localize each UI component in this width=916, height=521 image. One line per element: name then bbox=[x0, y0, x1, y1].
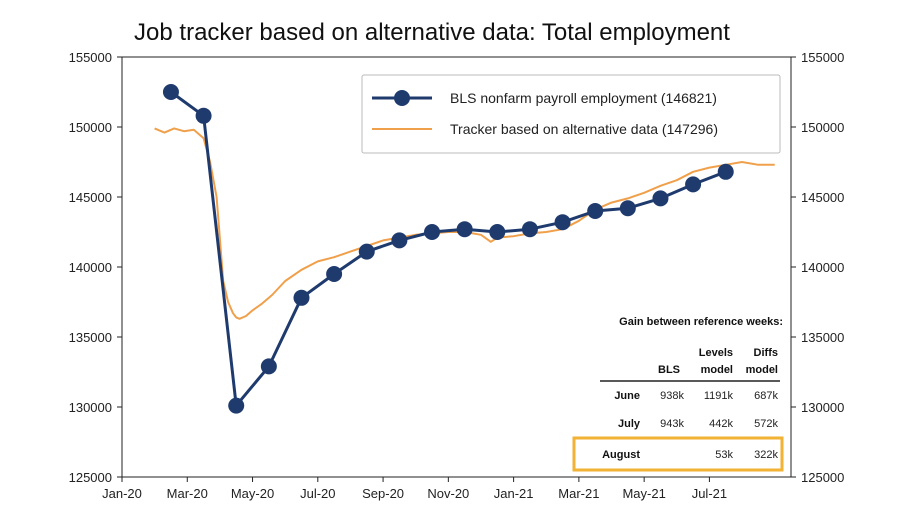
y-tick-label-left-3: 140000 bbox=[69, 260, 112, 275]
bls-point-1 bbox=[195, 107, 212, 124]
bls-point-2 bbox=[228, 397, 245, 414]
col-head-levels-1: Levels bbox=[699, 347, 733, 359]
legend-box bbox=[361, 74, 781, 154]
x-tick-label-7: Mar-21 bbox=[558, 486, 599, 501]
bls-point-16 bbox=[685, 176, 702, 193]
bls-point-3 bbox=[260, 358, 277, 375]
x-tick-label-0: Jan-20 bbox=[102, 486, 142, 501]
y-tick-label-left-6: 155000 bbox=[69, 50, 112, 65]
bls-point-7 bbox=[391, 232, 408, 249]
legend-tracker-label: Tracker based on alternative data (14729… bbox=[450, 121, 718, 137]
bls-point-10 bbox=[489, 224, 506, 240]
row-june-label: June bbox=[614, 390, 640, 402]
row-june-levels: 1191k bbox=[704, 390, 734, 402]
col-head-diffs-1: Diffs bbox=[754, 347, 778, 359]
x-tick-label-9: Jul-21 bbox=[692, 486, 727, 501]
y-tick-label-right-2: 135000 bbox=[801, 330, 844, 345]
x-tick-label-2: May-20 bbox=[231, 486, 274, 501]
row-june-diffs: 687k bbox=[754, 390, 778, 402]
y-tick-label-right-3: 140000 bbox=[801, 260, 844, 275]
bls-point-4 bbox=[293, 289, 310, 306]
bls-point-13 bbox=[587, 203, 604, 219]
bls-point-0 bbox=[162, 84, 179, 100]
x-tick-label-1: Mar-20 bbox=[167, 486, 208, 501]
gain-table: Gain between reference weeks: BLS Levels… bbox=[572, 316, 784, 472]
col-head-levels-2: model bbox=[701, 364, 733, 376]
y-tick-label-left-4: 145000 bbox=[69, 190, 112, 205]
tracker-series-line bbox=[154, 127, 775, 320]
y-tick-label-right-1: 130000 bbox=[801, 400, 844, 415]
bls-point-15 bbox=[652, 190, 669, 207]
gain-table-title: Gain between reference weeks: bbox=[619, 316, 783, 328]
row-august-label: August bbox=[602, 449, 640, 461]
bls-point-6 bbox=[358, 243, 375, 260]
y-tick-label-right-4: 145000 bbox=[801, 190, 844, 205]
y-tick-label-right-5: 150000 bbox=[801, 120, 844, 135]
y-tick-label-left-5: 150000 bbox=[69, 120, 112, 135]
legend-bls-marker bbox=[394, 90, 410, 106]
x-tick-label-8: May-21 bbox=[622, 486, 665, 501]
x-tick-label-6: Jan-21 bbox=[494, 486, 534, 501]
x-tick-label-3: Jul-20 bbox=[300, 486, 335, 501]
legend: BLS nonfarm payroll employment (146821) … bbox=[361, 74, 781, 154]
col-head-diffs-2: model bbox=[746, 364, 778, 376]
bls-point-5 bbox=[326, 266, 343, 282]
y-tick-label-left-1: 130000 bbox=[69, 400, 112, 415]
y-tick-label-left-0: 125000 bbox=[69, 470, 112, 485]
row-august-levels: 53k bbox=[715, 449, 733, 461]
x-tick-label-5: Nov-20 bbox=[427, 486, 469, 501]
chart-title: Job tracker based on alternative data: T… bbox=[134, 19, 730, 46]
y-tick-label-left-2: 135000 bbox=[69, 330, 112, 345]
row-june-bls: 938k bbox=[660, 390, 684, 402]
row-july-label: July bbox=[618, 418, 641, 430]
row-august-diffs: 322k bbox=[754, 449, 778, 461]
row-july-levels: 442k bbox=[709, 418, 733, 430]
row-july-diffs: 572k bbox=[754, 418, 778, 430]
y-tick-label-right-6: 155000 bbox=[801, 50, 844, 65]
bls-point-17 bbox=[717, 163, 734, 180]
bls-point-9 bbox=[456, 221, 473, 238]
bls-point-14 bbox=[619, 200, 636, 217]
row-july-bls: 943k bbox=[660, 418, 684, 430]
august-highlight-box bbox=[572, 436, 784, 472]
legend-bls-label: BLS nonfarm payroll employment (146821) bbox=[450, 90, 717, 106]
x-tick-label-4: Sep-20 bbox=[362, 486, 404, 501]
bls-point-8 bbox=[424, 224, 441, 240]
bls-point-12 bbox=[554, 214, 571, 231]
col-head-bls: BLS bbox=[658, 364, 680, 376]
y-tick-label-right-0: 125000 bbox=[801, 470, 844, 485]
bls-point-11 bbox=[521, 221, 538, 238]
